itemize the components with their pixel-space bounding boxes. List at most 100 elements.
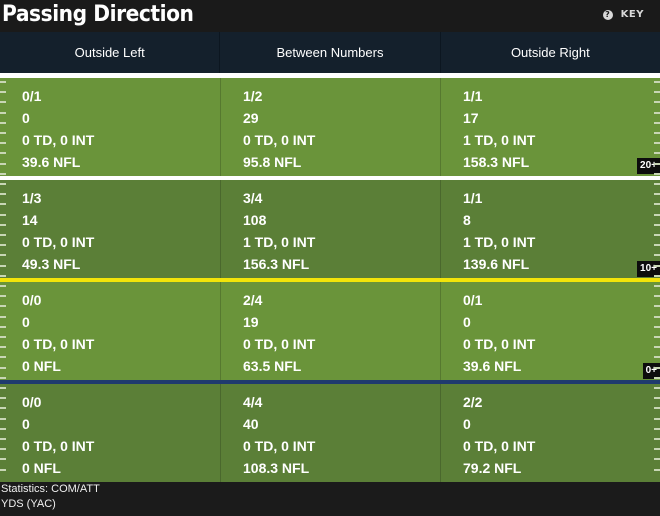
yards: 0 [22,416,30,432]
hash-mark [654,367,660,369]
yards: 108 [243,212,267,228]
hash-mark [0,448,6,450]
zone-0-plus: 0/0 0 0 TD, 0 INT 0 NFL 2/4 19 0 TD, 0 I… [0,282,660,380]
hash-mark [654,224,660,226]
hash-mark [654,132,660,134]
hash-mark [0,305,6,307]
hash-mark [0,428,6,430]
passer-rating: 39.6 NFL [463,358,522,374]
completions-attempts: 1/2 [243,88,263,104]
td-int: 0 TD, 0 INT [22,132,95,148]
hash-mark [0,367,6,369]
hash-mark [654,418,660,420]
td-int: 0 TD, 0 INT [22,438,95,454]
td-int: 0 TD, 0 INT [22,234,95,250]
hash-mark [0,469,6,471]
passer-rating: 0 NFL [22,358,61,374]
first-down-line [0,278,660,282]
zone-20-plus: 0/1 0 0 TD, 0 INT 39.6 NFL 1/2 29 0 TD, … [0,78,660,176]
hash-mark [654,326,660,328]
hash-mark [654,81,660,83]
passer-rating: 0 NFL [22,460,61,476]
hash-mark [0,112,6,114]
hash-mark [654,152,660,154]
completions-attempts: 3/4 [243,190,263,206]
zone-cell: 2/2 0 0 TD, 0 INT 79.2 NFL [440,384,660,482]
zone-behind-los: 0/0 0 0 TD, 0 INT 0 NFL 4/4 40 0 TD, 0 I… [0,384,660,482]
hash-mark [654,438,660,440]
yards: 0 [463,314,471,330]
key-button[interactable]: ? KEY [602,9,644,20]
completions-attempts: 1/3 [22,190,42,206]
zone-cell: 0/1 0 0 TD, 0 INT 39.6 NFL [0,78,220,176]
hash-mark [654,305,660,307]
completions-attempts: 0/0 [22,394,42,410]
completions-attempts: 2/2 [463,394,483,410]
hash-mark [0,295,6,297]
line-of-scrimmage [0,380,660,384]
hash-mark [0,91,6,93]
yards: 17 [463,110,479,126]
passer-rating: 39.6 NFL [22,154,81,170]
hash-mark [654,356,660,358]
key-label: KEY [620,9,644,20]
yards: 14 [22,212,38,228]
hash-mark [654,112,660,114]
hash-mark [0,336,6,338]
hash-mark [0,152,6,154]
hash-mark [0,275,6,277]
hash-mark [0,142,6,144]
zone-cell: 0/0 0 0 TD, 0 INT 0 NFL [0,384,220,482]
yards: 0 [22,314,30,330]
td-int: 0 TD, 0 INT [463,336,536,352]
hash-mark [0,224,6,226]
hash-mark [654,101,660,103]
hash-mark [654,142,660,144]
hash-mark [654,234,660,236]
yard-line [0,73,660,78]
zone-label-20-plus: 20+ [637,158,660,174]
hash-mark [654,183,660,185]
hash-mark [654,203,660,205]
hash-mark [0,397,6,399]
hash-mark [654,469,660,471]
stat-legend-line: Statistics: COM/ATT [1,483,100,495]
hash-mark [654,214,660,216]
hash-mark [654,458,660,460]
hash-mark [0,254,6,256]
hash-mark [0,163,6,165]
zone-cell: 0/1 0 0 TD, 0 INT 39.6 NFL [440,282,660,380]
help-icon: ? [602,9,613,20]
hash-mark [654,244,660,246]
hash-mark [0,265,6,267]
td-int: 0 TD, 0 INT [243,132,316,148]
header: Passing Direction ? KEY [0,0,660,32]
completions-attempts: 0/1 [463,292,483,308]
stat-legend-line: YDS (YAC) [1,498,56,510]
hash-mark [654,193,660,195]
zone-10-plus: 1/3 14 0 TD, 0 INT 49.3 NFL 3/4 108 1 TD… [0,180,660,278]
hash-mark [0,81,6,83]
td-int: 0 TD, 0 INT [463,438,536,454]
hash-mark [654,407,660,409]
hash-mark [654,346,660,348]
page-title: Passing Direction [2,2,194,27]
zone-cell: 1/2 29 0 TD, 0 INT 95.8 NFL [220,78,440,176]
yard-line [0,176,660,180]
yards: 19 [243,314,259,330]
hash-mark [0,326,6,328]
passer-rating: 139.6 NFL [463,256,530,272]
hash-mark [654,295,660,297]
hash-mark [0,458,6,460]
hash-mark [654,254,660,256]
td-int: 0 TD, 0 INT [243,438,316,454]
passer-rating: 108.3 NFL [243,460,310,476]
completions-attempts: 0/1 [22,88,42,104]
hash-mark [0,173,6,175]
hash-mark [0,122,6,124]
zone-cell: 1/3 14 0 TD, 0 INT 49.3 NFL [0,180,220,278]
completions-attempts: 1/1 [463,190,483,206]
completions-attempts: 1/1 [463,88,483,104]
passer-rating: 63.5 NFL [243,358,302,374]
hash-mark [0,377,6,379]
